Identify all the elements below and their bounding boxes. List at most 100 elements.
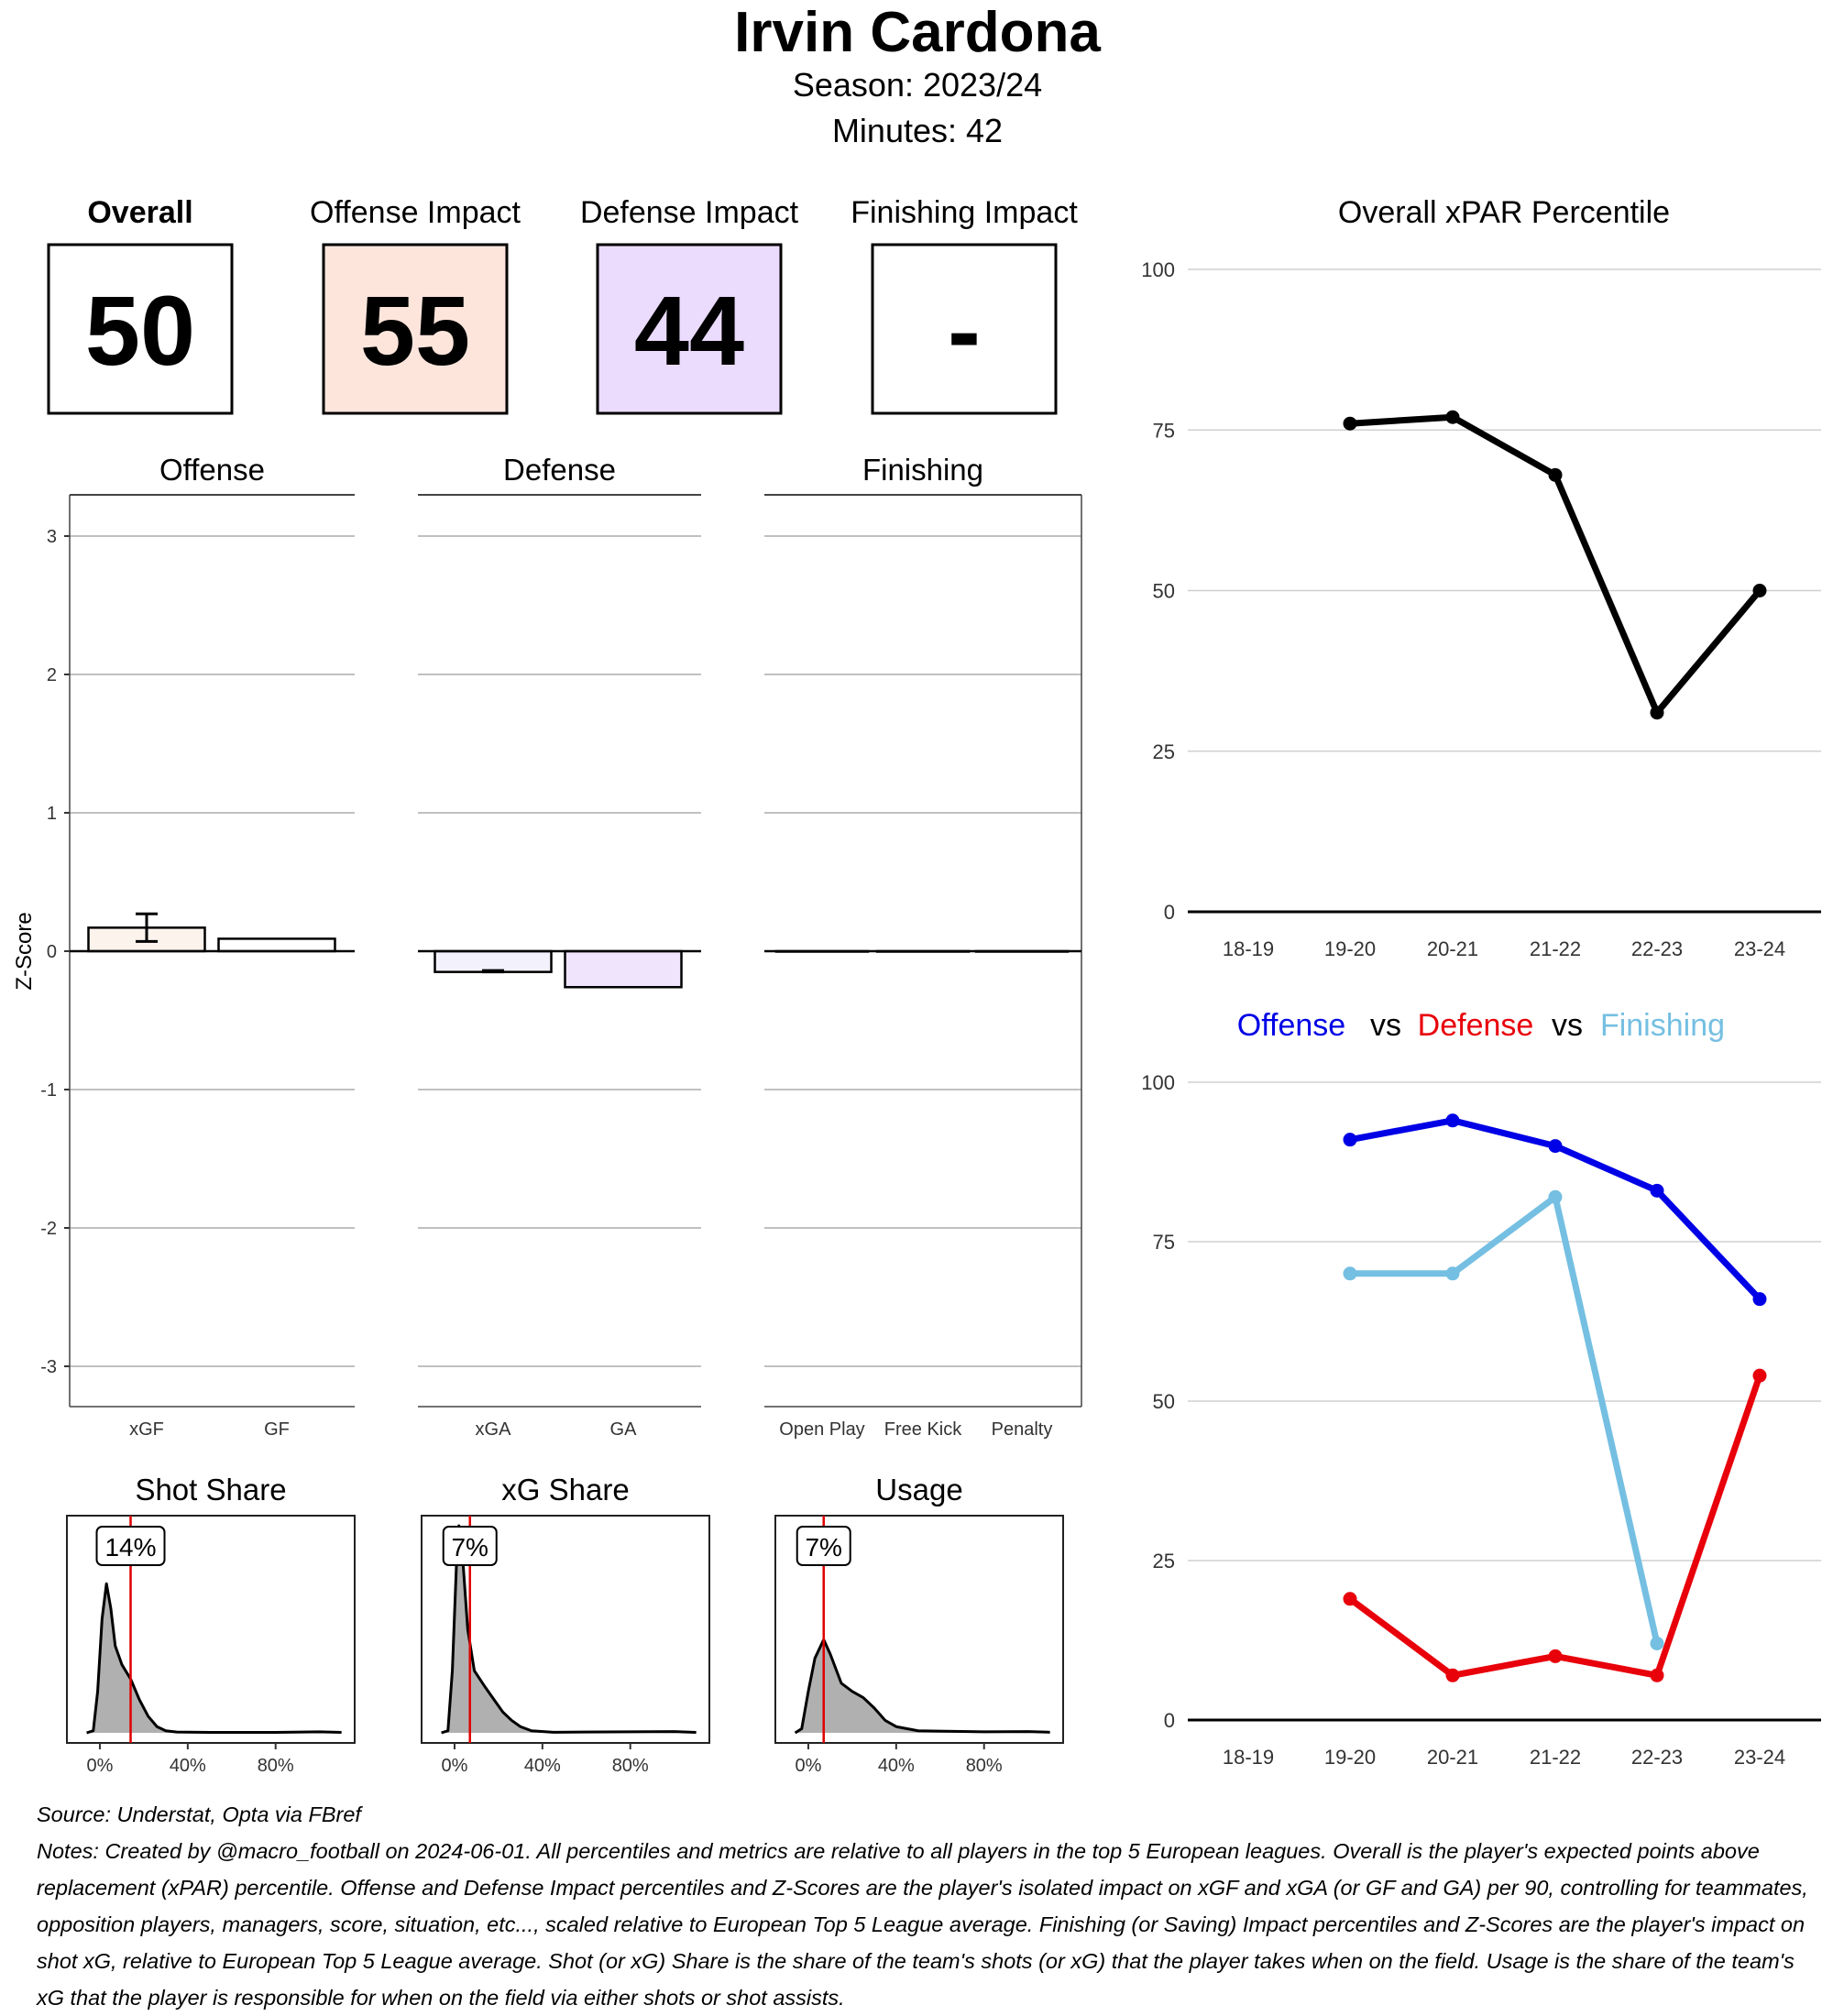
density-panel-usage: Usage 7% 0% 40% 80% [774,1473,1064,1776]
data-point [1548,1189,1563,1204]
x-tick-label: 20-21 [1427,937,1478,960]
legend-separator: vs [1370,1008,1401,1043]
density-title: xG Share [501,1473,629,1507]
data-point [1343,1133,1357,1147]
x-tick-label: 22-23 [1631,1746,1683,1769]
y-tick-label: 50 [1153,580,1175,603]
data-point [1752,1292,1767,1307]
y-tick-label: 25 [1153,740,1175,763]
data-point [1752,1368,1767,1383]
series-overall [1343,410,1767,720]
density-curve [794,1638,1050,1735]
x-tick-label: 18-19 [1223,1746,1274,1769]
x-tick-label: 19-20 [1324,937,1376,960]
x-tick-label: Free Kick [884,1419,962,1440]
score-box-label: Finishing Impact [851,195,1078,230]
x-tick-label: 0% [796,1756,822,1776]
data-point [1548,1649,1563,1663]
x-tick-label: 40% [878,1756,915,1776]
facet-offense: Offense xGF GF [69,453,355,1440]
density-panel-xg-share: xG Share 7% 0% 40% 80% [421,1473,710,1776]
x-tick-label: Penalty [992,1419,1053,1440]
player-name: Irvin Cardona [734,1,1101,64]
x-tick-label: 0% [87,1756,114,1776]
y-tick-label: -2 [40,1219,57,1239]
x-tick-label: 23-24 [1734,937,1785,960]
x-tick-label: GA [610,1419,638,1440]
share-density-charts: Shot Share 14% 0% 40% 80% xG Share 7% 0% 40% 80% U… [66,1473,1064,1776]
marker-label-box [95,1526,166,1566]
marker-label-box [442,1526,498,1566]
score-box: Defense Impact 44 [580,195,799,415]
score-box: Overall 50 [47,195,234,415]
score-box-frame [596,243,783,415]
y-tick-label: 25 [1153,1550,1175,1572]
y-tick-label: -3 [40,1357,57,1377]
density-curve [441,1524,697,1735]
footer-notes: Source: Understat, Opta via FBref Notes:… [37,1796,1824,2016]
legend: Offense vs Defense vs Finishing [1237,1008,1725,1043]
facet-title: Defense [503,453,616,487]
z-score-chart: Z-Score -3 -2 -1 0 1 2 3 Offense xGF GF Defense xGA G… [12,453,1082,1440]
facet-title: Finishing [862,453,983,487]
legend-separator: vs [1552,1008,1583,1043]
score-boxes: Overall 50 Offense Impact 55 Defense Impact 4… [47,195,1078,415]
bar-gf [217,937,336,953]
series-finishing [1343,1189,1664,1650]
score-box-value: - [948,275,981,386]
series-offense [1343,1113,1767,1307]
y-tick-label: 75 [1153,419,1175,442]
y-tick-label: 75 [1153,1231,1175,1254]
density-curve [86,1582,342,1735]
density-area [441,1526,697,1733]
density-area [86,1583,342,1733]
legend-offense: Offense [1237,1008,1345,1043]
x-tick-label: 21-22 [1530,1746,1581,1769]
series-line [1349,413,1762,717]
y-tick-label: 0 [47,942,57,962]
x-tick-label: GF [264,1419,290,1440]
chart-title: Overall xPAR Percentile [1338,195,1670,230]
score-box-value: 50 [85,275,195,386]
data-point [1445,1113,1460,1128]
x-tick-label: 80% [258,1756,294,1776]
overall-xpar-chart: Overall xPAR Percentile 0 25 50 75 100 18-19 19… [1141,195,1821,960]
season-label: Season: 2023/24 [793,66,1042,104]
score-box: Finishing Impact - [851,195,1078,415]
y-tick-label: 3 [47,527,57,547]
notes-text: Notes: Created by @macro_football on 202… [37,1839,1808,2010]
y-tick-label: 50 [1153,1390,1175,1413]
legend-defense: Defense [1418,1008,1534,1043]
data-point [1650,1668,1664,1682]
marker-label: 7% [451,1533,488,1561]
source-text: Source: Understat, Opta via FBref [37,1802,361,1826]
marker-label-box [796,1526,851,1566]
series-defense [1343,1368,1767,1682]
y-tick-label: 0 [1164,1709,1175,1732]
y-tick-label: 100 [1141,1071,1175,1094]
facet-finishing: Finishing Open Play Free Kick Penalty [764,453,1082,1440]
data-point [1650,1183,1664,1198]
legend-finishing: Finishing [1600,1008,1725,1043]
x-tick-label: 40% [524,1756,561,1776]
data-point [1752,584,1767,597]
y-tick-label: 1 [47,804,57,824]
score-box-frame [322,243,509,415]
x-tick-label: 80% [966,1756,1003,1776]
score-box-value: 44 [634,275,744,386]
data-point [1343,416,1357,431]
density-title: Shot Share [135,1473,286,1507]
score-box-label: Offense Impact [310,195,521,230]
facet-defense: Defense xGA GA [418,453,701,1440]
error-bar [482,969,504,974]
series-line [1350,1193,1661,1645]
data-point [1548,1139,1563,1154]
x-tick-label: 18-19 [1223,937,1274,960]
marker-label: 14% [104,1533,156,1561]
density-title: Usage [875,1473,962,1507]
x-tick-label: Open Play [779,1419,864,1440]
error-bar [136,912,158,943]
y-tick-label: 100 [1141,258,1175,281]
